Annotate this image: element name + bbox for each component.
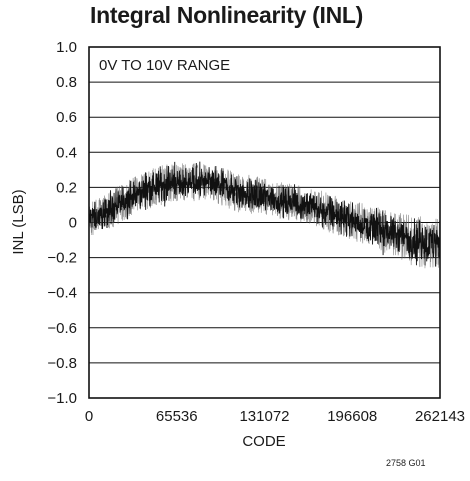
- inl-series: [88, 161, 441, 269]
- y-tick-label: 1.0: [56, 39, 77, 56]
- x-tick-label: 196608: [327, 408, 377, 425]
- y-tick-label: 0.2: [56, 179, 77, 196]
- figure-id: 2758 G01: [386, 458, 426, 468]
- y-tick-label: 0.8: [56, 74, 77, 91]
- y-tick-labels: 1.0 0.8 0.6 0.4 0.2 0 −0.2 −0.4 −0.6 −0.8 −1.0: [47, 39, 77, 407]
- y-tick-label: −0.8: [47, 355, 77, 372]
- x-tick-label: 131072: [239, 408, 289, 425]
- x-tick-labels: 0 65536 131072 196608 262143: [85, 408, 465, 425]
- x-tick-label: 0: [85, 408, 93, 425]
- annotation-label: 0V TO 10V RANGE: [99, 57, 230, 74]
- plot-frame: [88, 46, 441, 399]
- x-axis-label: CODE: [242, 433, 285, 450]
- y-tick-label: −0.4: [47, 285, 77, 302]
- x-tick-label: 262143: [415, 408, 465, 425]
- y-axis-label: INL (LSB): [10, 189, 27, 254]
- chart-title: Integral Nonlinearity (INL): [90, 2, 364, 28]
- x-tick-label: 65536: [156, 408, 198, 425]
- inl-trace: [88, 161, 441, 267]
- inl-trace-shadow: [88, 163, 441, 269]
- y-tick-label: −0.6: [47, 320, 77, 337]
- y-tick-label: −1.0: [47, 390, 77, 407]
- y-tick-label: 0.6: [56, 109, 77, 126]
- y-tick-label: −0.2: [47, 250, 77, 267]
- y-tick-label: 0.4: [56, 144, 77, 161]
- y-tick-label: 0: [69, 215, 77, 232]
